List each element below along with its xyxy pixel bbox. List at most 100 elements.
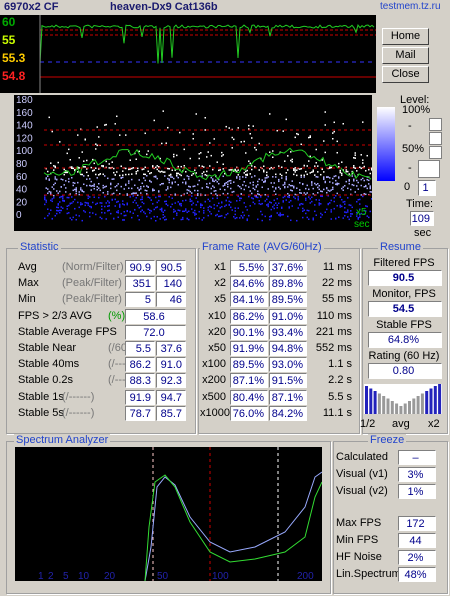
noise [156,216,158,218]
value-box: 92.3 [156,373,186,389]
noise [59,201,61,203]
noise [131,187,133,190]
noise [257,196,259,199]
noise [263,181,265,183]
checkbox[interactable] [429,132,442,145]
noise [140,205,142,208]
noise [209,142,211,144]
noise [242,216,244,219]
spectrum-v1 [144,471,322,581]
freeze-value: 172 [398,516,436,531]
noise [216,194,218,197]
noise [198,164,200,167]
row-label: Min [18,293,36,306]
noise [234,169,236,171]
noise [174,193,176,195]
noise [240,193,242,195]
noise [128,173,130,176]
noise [207,151,209,153]
noise [185,181,187,183]
noise [129,196,131,198]
noise [165,200,167,203]
noise [287,192,289,195]
noise [80,187,82,189]
noise [324,181,326,184]
noise [234,213,236,216]
noise [317,176,319,178]
noise [177,209,179,211]
noise [158,199,160,202]
noise [182,200,184,202]
noise [297,199,299,201]
checkbox[interactable] [429,118,442,131]
noise [189,198,191,201]
noise [125,167,127,170]
noise [99,216,101,219]
noise [72,181,74,184]
noise [359,166,361,168]
noise [164,215,166,218]
noise [47,175,49,177]
value-box: 37.6% [269,260,307,275]
noise [231,209,233,211]
noise [51,198,53,200]
noise [180,194,182,197]
noise [323,176,325,178]
noise [300,174,302,177]
noise [264,215,266,218]
top-label: 60 [2,15,16,29]
noise [63,184,65,186]
noise [351,183,353,186]
bar [408,401,411,414]
bar [425,391,429,414]
noise [239,217,241,219]
noise [104,175,106,177]
link[interactable]: testmem.tz.ru [380,1,441,12]
noise [228,180,230,182]
noise [288,196,290,199]
noise [63,168,65,171]
scale-label: x5 [356,207,367,218]
noise [210,187,212,190]
noise [258,202,260,205]
noise [164,209,166,212]
noise [308,160,310,162]
noise [101,208,103,211]
button[interactable]: Mail [382,47,429,64]
row-label: x1000 [200,406,230,419]
button[interactable]: Close [382,66,429,83]
noise [224,205,226,208]
noise [141,168,143,171]
noise [62,195,64,197]
noise [275,187,277,189]
noise [113,192,115,195]
value-box: 84.6% [230,276,268,292]
noise [51,130,53,133]
noise [365,210,367,212]
noise [206,156,208,158]
noise [354,152,356,154]
noise [171,176,173,178]
noise [221,155,223,157]
noise [216,205,218,207]
noise [216,181,218,183]
noise [146,153,148,156]
noise [320,216,322,219]
noise [140,186,142,188]
button[interactable]: Home [382,28,429,45]
noise [75,190,77,192]
noise [297,167,299,170]
noise [273,190,275,192]
noise [269,151,271,153]
noise [300,176,302,178]
checkbox[interactable] [429,146,442,159]
noise [161,142,163,145]
noise [149,197,151,199]
noise [233,190,235,193]
noise [186,175,188,177]
noise [246,173,248,176]
noise [320,173,322,176]
noise [353,178,355,181]
noise [138,150,140,153]
noise [369,210,371,213]
